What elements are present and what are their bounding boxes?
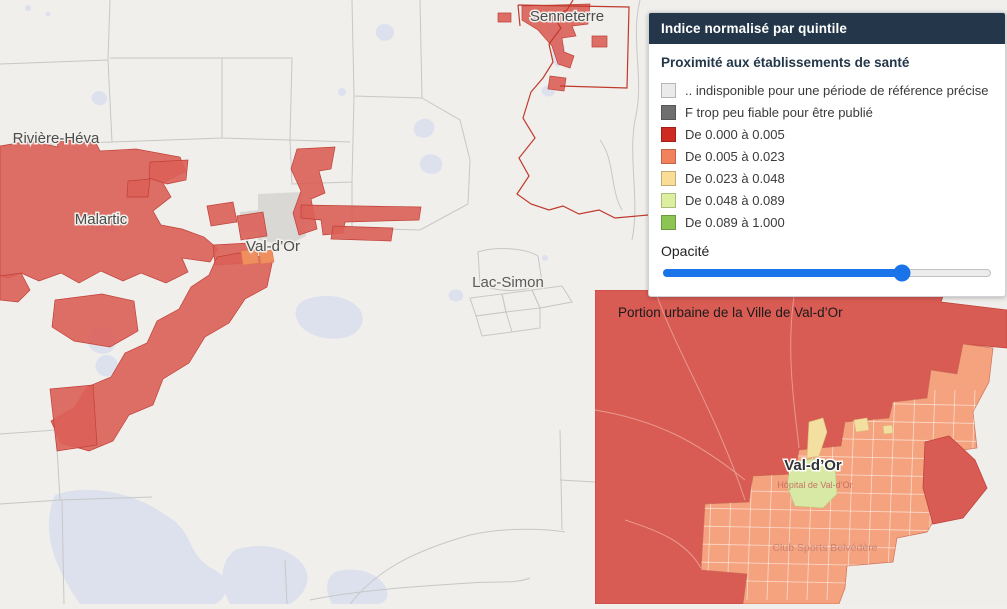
legend-swatch-quintile-2 [661,148,676,164]
legend-item-label: De 0.023 à 0.048 [685,170,785,186]
legend-swatch-quintile-5 [661,214,676,230]
legend-item-quintile-1: De 0.000 à 0.005 [661,123,993,145]
map-label-lac-simon: Lac-Simon [472,274,544,291]
legend-item-label: F trop peu fiable pour être publié [685,104,873,120]
inset-red-wedge [922,435,988,525]
legend-swatch-quintile-1 [661,126,676,142]
legend-item-unavailable: .. indisponible pour une période de réfé… [661,79,993,101]
legend-item-quintile-2: De 0.005 à 0.023 [661,145,993,167]
inset-map-svg: Portion urbaine de la Ville de Val-d’Or … [595,290,1007,604]
legend-panel: Indice normalisé par quintile Proximité … [648,12,1006,297]
legend-header: Indice normalisé par quintile [649,13,1005,44]
legend-swatch-quintile-3 [661,170,676,186]
inset-quintile3-patches [806,417,894,459]
legend-item-label: De 0.000 à 0.005 [685,126,785,142]
inset-quintile4-patch [786,457,838,509]
legend-item-label: De 0.048 à 0.089 [685,192,785,208]
inset-label-val-dor: Val-d’Or [784,457,842,474]
water-bodies [25,5,566,604]
mrc-boundary [516,0,649,219]
legend-item-quintile-3: De 0.023 à 0.048 [661,167,993,189]
inset-map-val-dor[interactable]: Portion urbaine de la Ville de Val-d’Or … [595,290,1007,604]
inset-label-hospital: Hôpital de Val-d’Or [777,480,852,490]
legend-section-title: Proximité aux établissements de santé [661,55,910,70]
legend-swatch-quintile-4 [661,192,676,208]
opacity-slider[interactable] [663,264,991,282]
opacity-label: Opacité [661,243,710,259]
legend-item-quintile-5: De 0.089 à 1.000 [661,211,993,233]
opacity-slider-thumb[interactable] [893,264,911,282]
inset-quintile2-zone [700,343,994,604]
quintile2-areas [240,248,275,266]
inset-roads [595,290,800,569]
legend-item-label: De 0.005 à 0.023 [685,148,785,164]
quintile1-areas [0,3,608,452]
legend-item-label: .. indisponible pour une période de réfé… [685,82,989,98]
legend-item-quintile-4: De 0.048 à 0.089 [661,189,993,211]
inset-title: Portion urbaine de la Ville de Val-d’Or [618,305,843,320]
place-labels: Senneterre Rivière-Héva Malartic Val-d’O… [11,7,605,293]
inset-label-club-sports: Club Sports Belvédère [772,542,877,554]
map-label-riviere-heva: Rivière-Héva [13,130,100,147]
map-label-senneterre: Senneterre [530,8,604,25]
legend-item-label: De 0.089 à 1.000 [685,214,785,230]
legend-swatch-unavailable [661,82,676,98]
legend-body: Proximité aux établissements de santé ..… [649,44,1005,296]
map-label-malartic: Malartic [75,211,128,228]
map-label-val-dor: Val-d’Or [246,238,300,255]
legend-swatch-unreliable [661,104,676,120]
opacity-slider-fill [663,269,903,277]
legend-item-unreliable: F trop peu fiable pour être publié [661,101,993,123]
